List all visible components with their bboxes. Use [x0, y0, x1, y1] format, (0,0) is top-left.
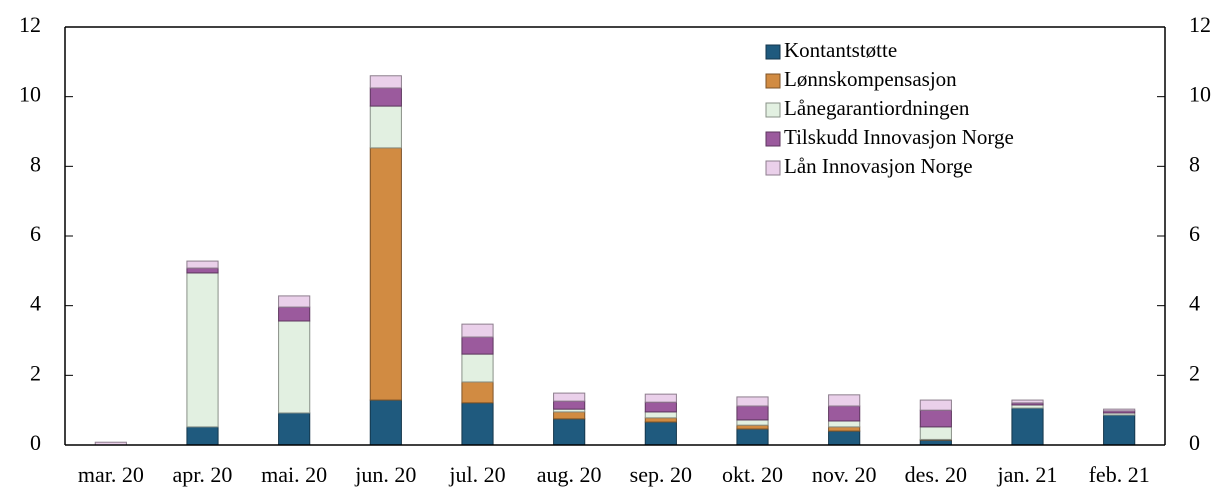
x-tick-label: jan. 21	[997, 462, 1058, 487]
y2-tick-label: 12	[1189, 12, 1211, 37]
bar-segment	[736, 419, 769, 426]
bar-segment	[186, 272, 219, 428]
y-tick-label: 4	[30, 291, 41, 316]
bar-segment	[186, 426, 219, 446]
bar-segment	[919, 399, 952, 411]
bar-segment	[278, 306, 311, 322]
y-tick-label: 0	[30, 430, 41, 455]
bar-segment	[1103, 408, 1136, 412]
y2-tick-label: 0	[1189, 430, 1200, 455]
x-tick-label: aug. 20	[537, 462, 602, 487]
bar-segment	[553, 411, 586, 420]
x-tick-label: mai. 20	[261, 462, 327, 487]
x-tick-label: sep. 20	[630, 462, 692, 487]
bar-segment	[644, 411, 677, 419]
legend-swatch	[765, 131, 781, 147]
bar-segment	[828, 394, 861, 407]
bar-segment	[553, 400, 586, 410]
y-tick-label: 2	[30, 360, 41, 385]
bar-segment	[369, 147, 402, 401]
y-tick-label: 6	[30, 221, 41, 246]
y2-tick-label: 2	[1189, 360, 1200, 385]
bar-segment	[461, 402, 494, 446]
bar-segment	[553, 392, 586, 402]
x-tick-label: jul. 20	[448, 462, 505, 487]
x-tick-label: jun. 20	[354, 462, 416, 487]
bar-segment	[919, 426, 952, 440]
bar-segment	[828, 430, 861, 446]
legend-swatch	[765, 160, 781, 176]
x-tick-label: des. 20	[905, 462, 967, 487]
bar-segment	[278, 320, 311, 414]
bar-segment	[828, 426, 861, 432]
bar-segment	[369, 399, 402, 446]
x-tick-label: mar. 20	[78, 462, 144, 487]
bar-segment	[461, 336, 494, 355]
x-tick-label: apr. 20	[173, 462, 233, 487]
y2-tick-label: 6	[1189, 221, 1200, 246]
bar-segment	[369, 105, 402, 149]
legend-label: Lånegarantiordningen	[784, 96, 970, 120]
y-tick-label: 8	[30, 151, 41, 176]
bar-segment	[736, 428, 769, 446]
x-tick-label: nov. 20	[812, 462, 877, 487]
bar-segment	[1011, 407, 1044, 446]
bar-segment	[278, 295, 311, 308]
bar-segment	[644, 393, 677, 403]
y2-tick-label: 8	[1189, 151, 1200, 176]
y-tick-label: 12	[19, 12, 41, 37]
legend-swatch	[765, 102, 781, 118]
legend-label: Lån Innovasjon Norge	[784, 154, 973, 178]
bar-segment	[369, 75, 402, 89]
bar-segment	[186, 260, 219, 269]
legend-label: Lønnskompensasjon	[784, 67, 957, 91]
bar-segment	[278, 412, 311, 446]
bar-segment	[736, 396, 769, 407]
bar-segment	[553, 418, 586, 446]
bar-segment	[828, 420, 861, 428]
bar-segment	[919, 409, 952, 428]
y2-tick-label: 4	[1189, 291, 1200, 316]
bar-segment	[736, 405, 769, 421]
bar-segment	[1103, 414, 1136, 446]
bar-segment	[461, 353, 494, 383]
x-tick-label: feb. 21	[1089, 462, 1150, 487]
bar-segment	[644, 401, 677, 413]
bar-segment	[828, 405, 861, 422]
bar-segment	[369, 87, 402, 107]
x-tick-label: okt. 20	[722, 462, 783, 487]
bar-segment	[186, 267, 219, 274]
bar-segment	[644, 417, 677, 423]
legend-label: Tilskudd Innovasjon Norge	[784, 125, 1014, 149]
legend-swatch	[765, 44, 781, 60]
legend-label: Kontantstøtte	[784, 38, 897, 62]
bar-segment	[461, 323, 494, 338]
bar-segment	[644, 421, 677, 446]
bar-segment	[461, 381, 494, 404]
bar-segment	[1011, 399, 1044, 404]
y2-tick-label: 10	[1189, 82, 1211, 107]
y-tick-label: 10	[19, 82, 41, 107]
bar-segment	[736, 424, 769, 430]
legend-swatch	[765, 73, 781, 89]
